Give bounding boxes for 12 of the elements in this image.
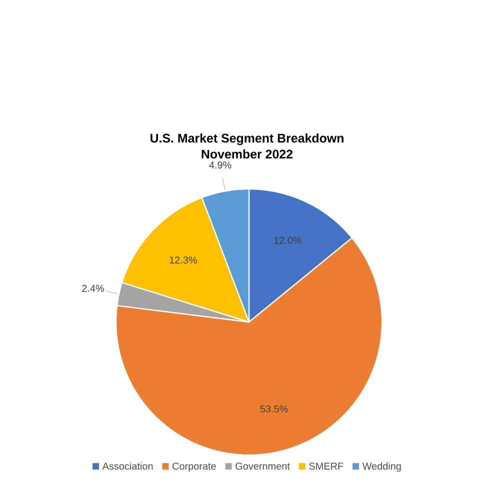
data-label: 53.5% [260,405,288,412]
data-label: 12.0% [274,236,302,244]
data-label: 2.4% [82,284,104,292]
legend-label: Government [236,462,290,470]
legend-label: Association [102,462,153,470]
legend-label: SMERF [309,462,344,470]
data-label: 12.3% [170,256,197,264]
data-label: 4.9% [209,161,232,169]
legend-label: Corporate [172,462,216,472]
chart-title: U.S. Market Segment Breakdown [150,133,344,146]
chart-subtitle: November 2022 [202,149,293,159]
legend-label: Wedding [362,462,401,472]
